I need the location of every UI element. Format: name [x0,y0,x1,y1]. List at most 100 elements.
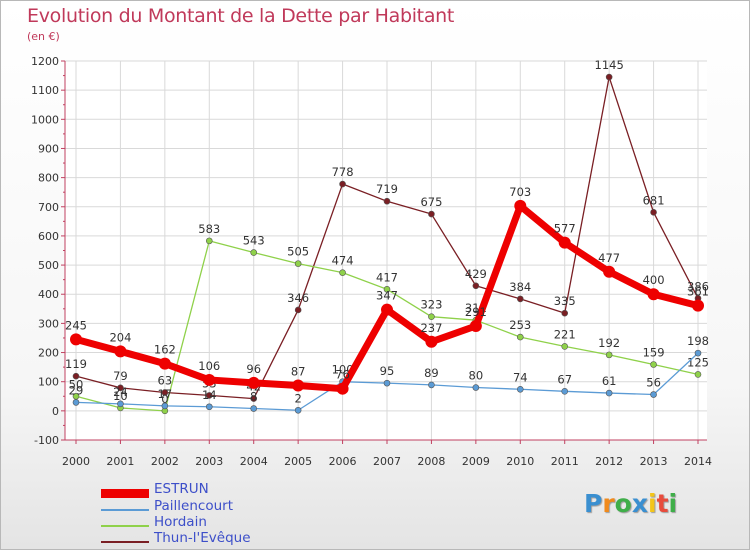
series-point-thun-l-ev-que [561,309,569,317]
data-label-thun-l-ev-que: 429 [465,267,487,281]
x-tick-label: 2000 [62,455,90,468]
series-point-paillencourt [117,400,124,408]
series-point-hordain [250,249,258,256]
x-tick-label: 2009 [462,455,490,468]
x-tick-label: 2013 [640,455,668,468]
data-label-paillencourt: 17 [158,387,173,401]
y-tick-label: 1200 [31,55,59,68]
legend-label-paillencourt: Paillencourt [154,498,234,514]
x-tick-label: 2007 [373,455,401,468]
legend-swatch-hordain [101,525,149,527]
data-label-estrun: 237 [420,321,442,335]
x-tick-label: 2002 [151,455,179,468]
data-label-estrun: 162 [154,343,176,357]
y-tick-label: 600 [38,230,59,243]
x-tick-label: 2011 [551,455,579,468]
data-label-hordain: 0 [161,392,168,406]
data-label-hordain: 50 [69,377,84,391]
data-label-thun-l-ev-que: 79 [113,369,128,383]
series-point-hordain [383,285,391,293]
series-point-hordain [428,313,435,320]
data-label-paillencourt: 2 [294,391,301,405]
legend-item-paillencourt: Paillencourt [101,498,351,518]
y-tick-label: 1000 [31,113,59,126]
y-tick-label: 200 [38,347,59,360]
series-point-thun-l-ev-que [383,197,391,205]
data-label-estrun: 477 [598,251,620,265]
series-point-thun-l-ev-que [472,282,480,290]
series-point-hordain [339,269,346,276]
series-point-estrun [381,303,393,316]
data-label-hordain: 192 [598,336,620,350]
legend-swatch-estrun [101,489,149,498]
legend-label-hordain: Hordain [154,514,207,530]
series-point-thun-l-ev-que [117,384,124,392]
series-point-estrun [158,357,171,370]
data-label-paillencourt: 8 [250,390,257,404]
data-label-estrun: 347 [376,289,398,303]
series-point-thun-l-ev-que [605,73,613,81]
data-label-hordain: 417 [376,270,398,284]
x-tick-label: 2005 [284,455,312,468]
x-tick-label: 2004 [240,455,268,468]
y-tick-label: 300 [38,317,59,330]
logo-letter: t [656,489,669,518]
series-point-paillencourt [472,384,480,391]
data-label-hordain: 474 [332,254,354,268]
data-label-hordain: 505 [287,245,309,259]
data-label-estrun: 291 [465,305,487,319]
data-label-paillencourt: 14 [202,388,217,402]
data-label-paillencourt: 56 [646,376,661,390]
data-label-thun-l-ev-que: 63 [158,373,173,387]
logo-letter: o [614,489,632,518]
data-label-thun-l-ev-que: 386 [687,279,709,293]
data-label-estrun: 577 [554,222,576,236]
series-point-paillencourt [205,403,213,411]
data-label-estrun: 400 [643,273,665,287]
y-tick-label: 700 [38,201,59,214]
x-tick-label: 2003 [195,455,223,468]
logo-letter: r [602,489,615,518]
series-point-paillencourt [161,402,169,410]
series-point-paillencourt [72,399,80,406]
series-point-estrun [469,320,482,333]
data-label-estrun: 106 [198,359,220,373]
data-label-estrun: 96 [246,362,261,376]
series-point-estrun [292,379,305,392]
legend-item-thun: Thun-l'Evêque [101,530,351,550]
data-label-estrun: 87 [291,364,306,378]
series-point-hordain [650,361,657,368]
data-label-thun-l-ev-que: 1145 [595,58,624,72]
data-label-estrun: 204 [109,330,131,344]
x-tick-label: 2012 [595,455,623,468]
chart-subtitle: (en €) [27,30,60,43]
series-point-estrun [425,335,438,348]
series-point-hordain [516,333,524,341]
series-point-thun-l-ev-que [294,306,302,314]
series-point-thun-l-ev-que [72,372,80,380]
data-label-thun-l-ev-que: 384 [509,280,531,294]
logo-letter: i [648,489,657,518]
data-label-paillencourt: 29 [69,383,84,397]
legend-item-estrun: ESTRUN [101,481,351,501]
logo-letter: P [584,489,603,518]
series-point-hordain [294,260,302,267]
data-label-estrun: 361 [687,285,709,299]
data-label-paillencourt: 67 [557,372,572,386]
series-point-estrun [114,345,127,358]
data-label-estrun: 703 [509,185,531,199]
x-tick-label: 2010 [506,455,534,468]
chart-title: Evolution du Montant de la Dette par Hab… [27,5,455,27]
data-label-paillencourt: 24 [113,385,128,399]
data-label-thun-l-ev-que: 335 [554,294,576,308]
data-label-hordain: 583 [198,222,220,236]
logo-letter: i [668,489,678,518]
y-tick-label: -100 [34,434,59,447]
y-tick-label: 800 [38,172,59,185]
data-label-hordain: 323 [420,298,442,312]
series-point-paillencourt [605,389,613,397]
data-label-thun-l-ev-que: 778 [332,165,354,179]
data-label-paillencourt: 61 [602,374,617,388]
